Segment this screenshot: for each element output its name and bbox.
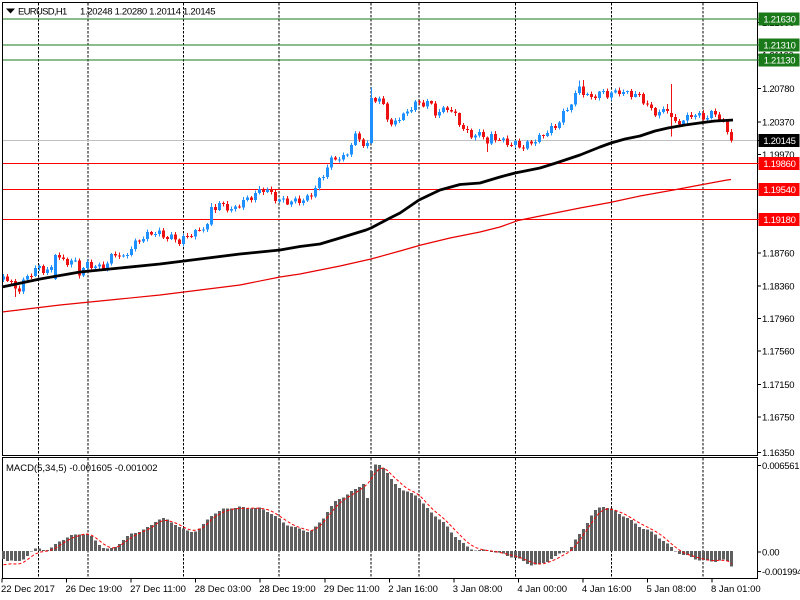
svg-text:1.20780: 1.20780 (762, 84, 794, 95)
svg-text:1.16350: 1.16350 (762, 448, 794, 459)
svg-text:1.17560: 1.17560 (762, 347, 794, 358)
svg-text:1.21310: 1.21310 (763, 41, 795, 52)
svg-text:28 Dec 03:00: 28 Dec 03:00 (195, 584, 252, 595)
svg-text:MACD(5,34,5) -0.001605 -0.0010: MACD(5,34,5) -0.001605 -0.001002 (6, 463, 158, 474)
svg-text:-0.001994: -0.001994 (762, 567, 800, 578)
svg-text:1.20145: 1.20145 (763, 136, 795, 147)
svg-text:1.19180: 1.19180 (763, 215, 795, 226)
svg-text:4 Jan 16:00: 4 Jan 16:00 (582, 584, 632, 595)
svg-text:0.00: 0.00 (762, 548, 779, 559)
svg-text:1.18760: 1.18760 (762, 249, 794, 260)
svg-text:8 Jan 01:00: 8 Jan 01:00 (711, 584, 761, 595)
svg-text:1.19970: 1.19970 (762, 150, 794, 161)
svg-text:29 Dec 11:00: 29 Dec 11:00 (324, 584, 380, 595)
svg-text:2 Jan 16:00: 2 Jan 16:00 (388, 584, 438, 595)
svg-text:1.17960: 1.17960 (762, 314, 794, 325)
svg-text:22 Dec 2017: 22 Dec 2017 (1, 584, 55, 595)
svg-text:1.17150: 1.17150 (762, 380, 794, 391)
svg-text:1.20248 1.20280 1.20114 1.2014: 1.20248 1.20280 1.20114 1.20145 (80, 7, 215, 18)
svg-text:28 Dec 19:00: 28 Dec 19:00 (259, 584, 316, 595)
svg-text:3 Jan 08:00: 3 Jan 08:00 (453, 584, 503, 595)
svg-text:0.006561: 0.006561 (762, 461, 799, 472)
svg-text:26 Dec 19:00: 26 Dec 19:00 (66, 584, 123, 595)
svg-text:EURUSD,H1: EURUSD,H1 (18, 7, 67, 18)
svg-text:27 Dec 11:00: 27 Dec 11:00 (130, 584, 186, 595)
svg-text:1.19540: 1.19540 (763, 185, 795, 196)
svg-text:1.19860: 1.19860 (763, 159, 795, 170)
svg-text:1.21630: 1.21630 (763, 15, 795, 26)
svg-text:1.21130: 1.21130 (764, 56, 796, 67)
svg-text:1.18360: 1.18360 (762, 281, 794, 292)
svg-text:4 Jan 00:00: 4 Jan 00:00 (517, 584, 567, 595)
svg-text:1.20370: 1.20370 (762, 117, 794, 128)
svg-text:5 Jan 08:00: 5 Jan 08:00 (647, 584, 697, 595)
svg-text:1.16750: 1.16750 (762, 413, 794, 424)
